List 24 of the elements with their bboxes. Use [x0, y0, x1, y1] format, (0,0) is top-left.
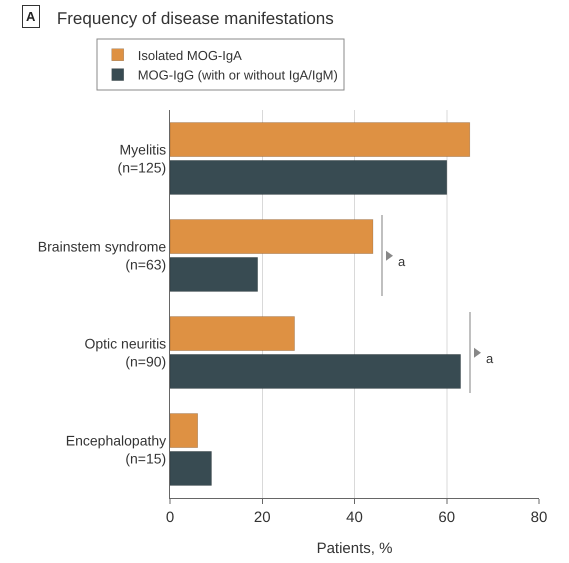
legend-label: MOG-IgG (with or without IgA/IgM) — [138, 68, 338, 83]
bar — [170, 413, 198, 448]
x-tick-label: 60 — [438, 509, 456, 526]
x-tick-label: 40 — [346, 509, 363, 526]
y-tick-label: Myelitis (n=125) — [118, 141, 166, 176]
y-tick-label: Encephalopathy (n=15) — [66, 432, 166, 466]
bar — [170, 257, 258, 292]
x-tick-label: 0 — [166, 509, 174, 526]
annotation: a — [398, 254, 406, 269]
bar — [170, 122, 470, 157]
x-tick-label: 20 — [254, 509, 271, 526]
annotation: a — [486, 351, 494, 366]
text: A — [26, 9, 36, 24]
bar — [170, 354, 461, 389]
y-tick-label: Brainstem syndrome (n=63) — [38, 238, 166, 272]
bar — [170, 451, 212, 486]
bar — [170, 219, 374, 254]
legend-label: Isolated MOG-IgA — [138, 48, 242, 63]
bar — [170, 316, 295, 351]
chart-title: Frequency of disease manifestations — [56, 8, 334, 28]
bar — [170, 160, 448, 195]
x-tick-label: 80 — [530, 509, 548, 526]
x-axis-title: Patients, % — [316, 540, 392, 557]
y-tick-label: Optic neuritis (n=90) — [84, 335, 166, 370]
